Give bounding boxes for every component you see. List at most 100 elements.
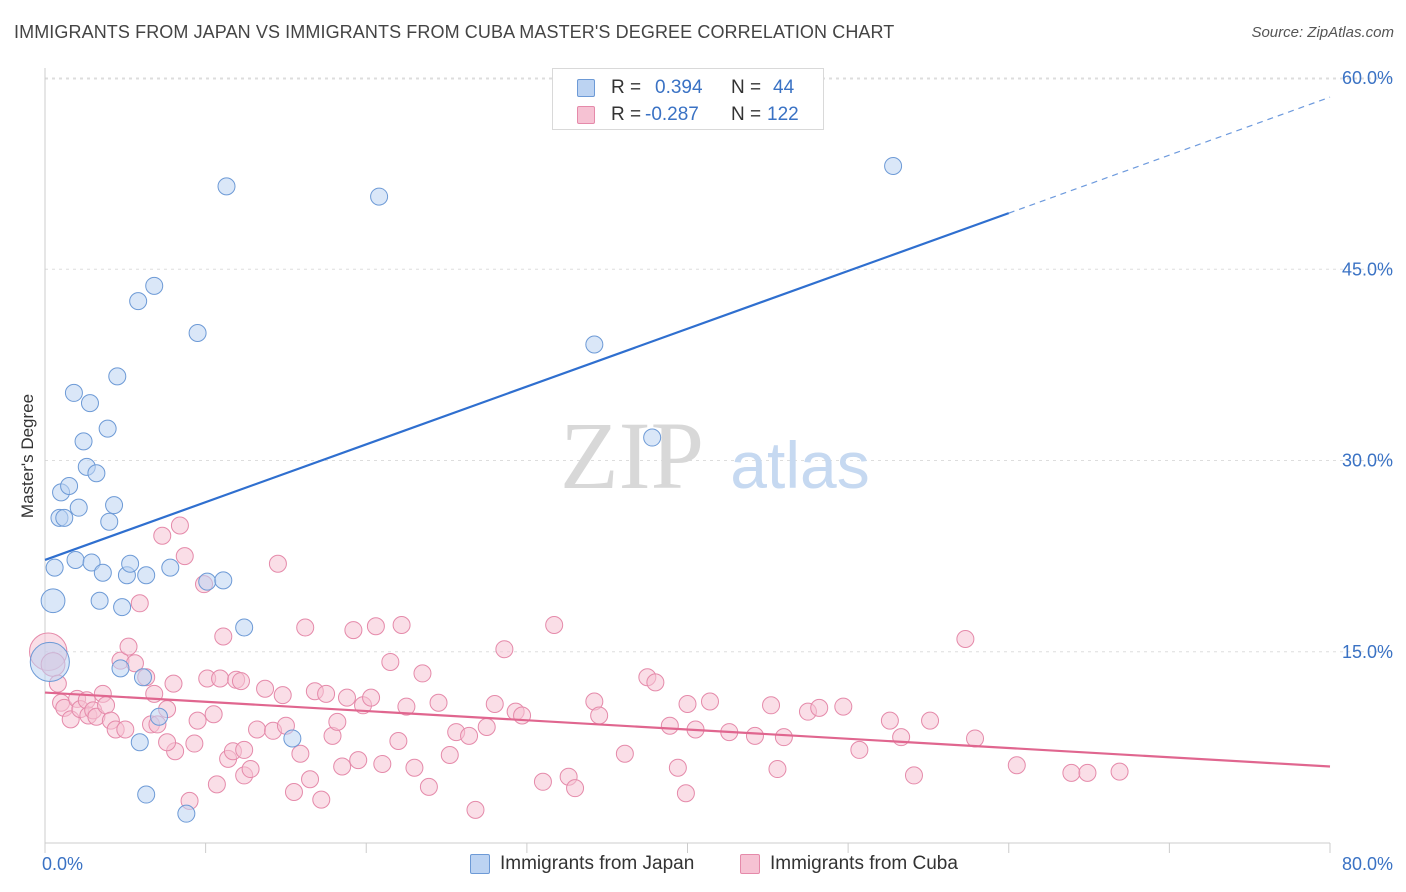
legend-japan-swatch: [470, 854, 490, 874]
watermark-zip: ZIP: [560, 402, 704, 509]
cuba-point: [810, 698, 829, 717]
cuba-point: [676, 784, 695, 803]
japan-point: [137, 785, 156, 804]
cuba-point: [366, 617, 385, 636]
cuba-point: [880, 711, 899, 730]
cuba-point: [615, 744, 634, 763]
cuba-point: [268, 554, 287, 573]
japan-point: [145, 276, 164, 295]
japan-point: [198, 572, 217, 591]
japan-point: [121, 554, 140, 573]
cuba-r-label: R =: [611, 104, 642, 125]
cuba-point: [130, 594, 149, 613]
japan-point: [69, 498, 88, 517]
japan-point: [111, 659, 130, 678]
cuba-point: [850, 740, 869, 759]
japan-point: [585, 335, 604, 354]
cuba-point: [1110, 762, 1129, 781]
japan-point: [113, 598, 132, 617]
japan-point: [60, 477, 79, 495]
japan-point: [93, 563, 112, 582]
stats-row-japan: R = 0.394 N = 44: [553, 75, 823, 101]
cuba-point: [495, 640, 514, 659]
points-layer: [29, 156, 1129, 823]
japan-point: [214, 571, 233, 590]
japan-point: [100, 512, 119, 531]
cuba-point: [284, 783, 303, 801]
japan-point: [29, 641, 70, 683]
japan-point: [90, 591, 109, 610]
cuba-point: [678, 695, 697, 714]
cuba-trend-line: [44, 691, 1331, 768]
cuba-n-label: N =: [731, 104, 762, 125]
japan-point: [884, 156, 903, 175]
cuba-point: [389, 732, 408, 750]
cuba-point: [413, 664, 432, 683]
x-tick-label-max: 80.0%: [1342, 854, 1393, 874]
cuba-point: [566, 779, 585, 798]
cuba-point: [1007, 756, 1026, 775]
cuba-r-value: -0.287: [645, 104, 699, 125]
cuba-point: [668, 758, 687, 777]
japan-point: [643, 428, 662, 447]
source-label: Source: ZipAtlas.com: [1251, 24, 1394, 41]
cuba-n-value: 122: [767, 104, 799, 125]
cuba-point: [392, 615, 411, 634]
japan-point: [188, 324, 207, 342]
cuba-point: [533, 772, 552, 791]
chart-title: IMMIGRANTS FROM JAPAN VS IMMIGRANTS FROM…: [14, 22, 895, 42]
japan-point: [133, 668, 152, 687]
legend-japan-label: Immigrants from Japan: [500, 853, 695, 874]
cuba-point: [1078, 763, 1097, 782]
cuba-point: [301, 770, 320, 789]
cuba-point: [175, 547, 194, 566]
cuba-point: [337, 688, 356, 707]
y-tick-label: 60.0%: [1342, 68, 1393, 88]
cuba-point: [328, 712, 347, 731]
cuba-point: [97, 696, 116, 715]
japan-point: [40, 588, 66, 614]
cuba-point: [590, 706, 609, 725]
cuba-point: [1062, 763, 1081, 782]
japan-r-label: R =: [611, 77, 642, 98]
cuba-point: [256, 679, 275, 698]
cuba-point: [333, 757, 352, 776]
cuba-point: [214, 627, 233, 646]
cuba-point: [477, 717, 496, 736]
y-tick-label: 15.0%: [1342, 642, 1393, 662]
cuba-point: [153, 526, 172, 545]
cuba-point: [419, 777, 438, 796]
stats-legend: R = 0.394 N = 44 R = -0.287 N = 122: [552, 68, 824, 130]
cuba-point: [904, 766, 923, 785]
cuba-point: [296, 618, 315, 637]
japan-point: [66, 550, 85, 569]
cuba-point: [762, 696, 781, 715]
y-axis-label: Master's Degree: [18, 393, 37, 519]
cuba-point: [545, 615, 564, 634]
cuba-point: [774, 728, 793, 747]
grid-layer: [45, 77, 1392, 653]
japan-point: [105, 496, 124, 515]
watermark-atlas: atlas: [730, 428, 869, 502]
cuba-point: [362, 688, 381, 707]
legend-cuba-swatch: [740, 854, 760, 874]
cuba-point: [513, 706, 532, 725]
japan-r-value: 0.394: [655, 77, 703, 98]
cuba-point: [700, 692, 719, 711]
japan-point: [129, 292, 148, 311]
cuba-point: [397, 697, 416, 716]
japan-point: [177, 804, 196, 823]
y-tick-label: 30.0%: [1342, 451, 1393, 471]
japan-point: [130, 733, 149, 752]
japan-point: [74, 432, 93, 451]
cuba-point: [429, 693, 448, 712]
cuba-point: [745, 726, 764, 745]
cuba-point: [241, 760, 260, 779]
japan-trend-line: [44, 212, 1010, 561]
cuba-point: [231, 672, 250, 691]
cuba-point: [248, 720, 267, 739]
cuba-point: [956, 630, 975, 648]
japan-n-value: 44: [773, 77, 795, 98]
cuba-point: [188, 711, 207, 730]
cuba-point: [291, 744, 310, 763]
